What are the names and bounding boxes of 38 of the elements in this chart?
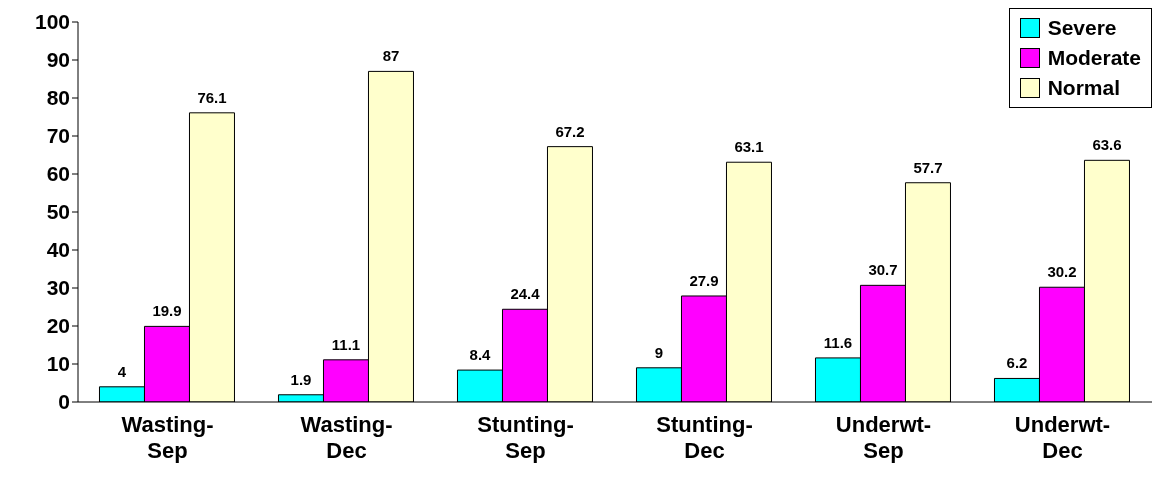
legend-label: Moderate	[1047, 46, 1141, 70]
y-tick-label: 50	[46, 200, 70, 224]
y-tick-label: 90	[46, 48, 70, 72]
y-tick-label: 20	[46, 314, 70, 338]
y-tick-label: 60	[46, 162, 70, 186]
x-tick-label: Underwt-Dec	[1014, 412, 1111, 463]
data-label: 6.2	[1006, 354, 1028, 372]
data-label: 11.1	[331, 335, 361, 353]
y-tick-label: 10	[46, 352, 70, 376]
data-label: 9	[654, 343, 664, 361]
data-label: 4	[117, 362, 127, 380]
x-tick-label: Stunting-Dec	[656, 412, 753, 463]
legend-label: Normal	[1047, 76, 1120, 100]
y-tick-label: 0	[58, 390, 70, 414]
y-tick-label: 30	[46, 276, 70, 300]
y-tick-label: 70	[46, 124, 70, 148]
data-label: 1.9	[290, 370, 312, 388]
y-tick-label: 80	[46, 86, 70, 110]
x-tick-label: Stunting-Sep	[477, 412, 574, 463]
x-tick-label: Underwt-Sep	[835, 412, 932, 463]
data-label: 30.2	[1047, 263, 1077, 281]
data-label: 63.6	[1092, 136, 1122, 154]
y-tick-label: 40	[46, 238, 70, 262]
x-tick-label: Wasting-Sep	[121, 412, 214, 463]
data-label: 24.4	[510, 285, 541, 303]
data-label: 67.2	[555, 122, 585, 140]
data-label: 57.7	[913, 158, 943, 176]
data-label: 63.1	[734, 138, 764, 156]
y-tick-label: 100	[34, 10, 70, 34]
data-label: 19.9	[152, 302, 182, 320]
data-label: 87	[382, 47, 400, 65]
data-label: 27.9	[689, 271, 719, 289]
data-label: 8.4	[469, 346, 492, 364]
x-tick-label: Wasting-Dec	[300, 412, 393, 463]
data-label: 30.7	[868, 261, 898, 279]
data-label: 11.6	[823, 333, 853, 351]
legend-label: Severe	[1047, 16, 1117, 40]
data-label: 76.1	[197, 88, 227, 106]
